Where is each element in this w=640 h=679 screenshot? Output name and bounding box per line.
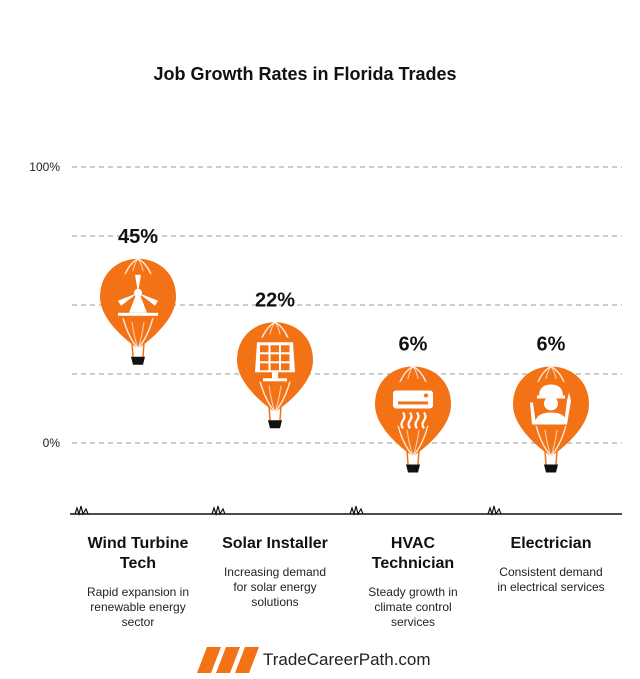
data-label: 45% [118, 226, 158, 248]
category-label-line: Technician [371, 555, 455, 572]
category-label-line: HVAC [390, 535, 436, 552]
category-label: Solar Installer [205, 534, 345, 554]
data-label: 22% [255, 289, 295, 311]
category-description-line: solutions [251, 595, 299, 609]
balloon-marker [375, 365, 451, 473]
air-conditioner-icon [393, 390, 433, 430]
category-description-line: sector [121, 615, 155, 629]
solar-panel-icon [255, 342, 295, 382]
category-description-line: Consistent demand [499, 565, 603, 579]
balloon-basket [131, 356, 145, 365]
chart-title: Job Growth Rates in Florida Trades [153, 64, 457, 84]
category-label: Electrician [481, 534, 621, 554]
data-label: 6% [399, 333, 428, 355]
category-label-line: Solar Installer [222, 535, 328, 552]
category-description-line: Rapid expansion in [86, 585, 190, 599]
category-description-line: climate control [374, 600, 452, 614]
electrician-icon [530, 384, 571, 425]
grass-tuft [74, 505, 89, 517]
category-label-line: Wind Turbine [87, 535, 189, 552]
y-tick-label: 0% [43, 436, 61, 450]
grass-tuft [349, 505, 364, 517]
balloon-marker [237, 321, 313, 429]
category-description-line: services [390, 615, 435, 629]
category-label-line: Tech [119, 555, 157, 572]
category-description: Steady growth in climate control services [348, 585, 478, 630]
brand-logo-icon [197, 647, 259, 673]
balloon-marker [100, 258, 176, 365]
footer-brand-text: TradeCareerPath.com [263, 650, 431, 669]
category-description-line: Increasing demand [223, 565, 327, 579]
balloon-basket [544, 464, 558, 473]
category-description-line: Steady growth in [368, 585, 458, 599]
grass-tuft [487, 505, 502, 517]
balloon-marker [513, 365, 589, 473]
category-label: Wind Turbine Tech [68, 534, 208, 574]
data-label: 6% [537, 333, 566, 355]
y-tick-label: 100% [29, 160, 60, 174]
footer[interactable]: TradeCareerPath.com [197, 646, 431, 674]
grass-tuft [211, 505, 226, 517]
balloon-basket [406, 464, 420, 473]
category-description: Rapid expansion in renewable energy sector [73, 585, 203, 630]
category-description: Increasing demand for solar energy solutio… [210, 565, 340, 610]
category-description: Consistent demand in electrical services [486, 565, 616, 595]
wind-turbine-icon [118, 274, 158, 316]
category-description-line: for solar energy [233, 580, 317, 594]
category-label-line: Electrician [510, 535, 592, 552]
balloon-basket [268, 420, 282, 429]
category-label: HVAC Technician [343, 534, 483, 574]
category-description-line: renewable energy [90, 600, 186, 614]
category-description-line: in electrical services [497, 580, 605, 594]
